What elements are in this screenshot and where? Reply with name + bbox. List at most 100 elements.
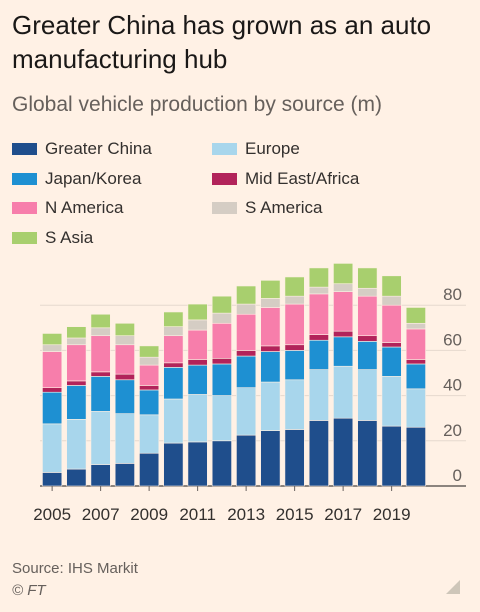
- bar-segment: [163, 311, 184, 327]
- bar-segment: [187, 329, 208, 360]
- bar-segment: [236, 303, 257, 315]
- bar-segment: [163, 442, 184, 487]
- y-tick-label: 60: [443, 330, 462, 349]
- bar-segment: [66, 344, 87, 382]
- bar-segment: [42, 333, 63, 346]
- stacked-bar-chart: 0 20 40 60 80 2005 2007 2009 2011 2013 2015 2017 201…: [33, 263, 466, 524]
- bar-segment: [333, 283, 354, 292]
- bar-segment: [381, 342, 402, 348]
- bar-segment: [90, 411, 111, 465]
- bar-segment: [405, 426, 426, 487]
- ft-credit: © FT: [12, 582, 46, 599]
- bar-segment: [66, 380, 87, 386]
- bar-segment: [260, 351, 281, 383]
- bar-segment: [381, 295, 402, 306]
- bar-segment: [284, 303, 305, 346]
- bar-segment: [260, 280, 281, 299]
- legend-item: N America: [12, 197, 123, 219]
- bar-segment: [114, 344, 135, 375]
- bar-segment: [357, 267, 378, 289]
- bar-segment: [66, 468, 87, 487]
- bar-segment: [357, 369, 378, 421]
- y-tick-label: 80: [443, 285, 462, 304]
- bar-segment: [211, 395, 232, 442]
- legend-item: Europe: [212, 138, 300, 160]
- bar-segment: [357, 335, 378, 342]
- legend-swatch: [12, 231, 37, 244]
- bar-segment: [163, 326, 184, 337]
- legend-item: Japan/Korea: [12, 168, 141, 190]
- bar-segment: [163, 362, 184, 368]
- bar-segment: [284, 429, 305, 487]
- x-tick-label: 2017: [324, 505, 362, 524]
- y-tick-label: 0: [453, 466, 462, 485]
- legend-swatch: [12, 172, 37, 185]
- x-tick-label: 2007: [82, 505, 120, 524]
- bar-segment: [381, 275, 402, 297]
- bar-segment: [42, 387, 63, 393]
- bar-segment: [260, 381, 281, 431]
- x-tick-label: 2009: [130, 505, 168, 524]
- bar-segment: [333, 417, 354, 487]
- bar-segment: [405, 388, 426, 428]
- legend-label: Mid East/Africa: [245, 168, 360, 188]
- bar-segment: [308, 420, 329, 487]
- bar-segment: [90, 376, 111, 412]
- legend-label: Greater China: [45, 139, 152, 158]
- x-tick-label: 2005: [33, 505, 71, 524]
- y-tick-label: 20: [443, 421, 462, 440]
- bar-segment: [42, 423, 63, 473]
- source-note: Source: IHS Markit: [12, 560, 138, 577]
- bar-segment: [211, 295, 232, 314]
- bar-segment: [139, 356, 160, 366]
- bar-segment: [187, 319, 208, 331]
- bar-segment: [211, 363, 232, 396]
- y-tick-label: 40: [443, 376, 462, 395]
- bar-segment: [139, 364, 160, 386]
- legend-label: Europe: [245, 139, 300, 158]
- bar-segment: [308, 286, 329, 295]
- bar-segment: [139, 414, 160, 454]
- bar-segment: [381, 425, 402, 487]
- x-tick-label: 2015: [276, 505, 314, 524]
- bar-segment: [42, 472, 63, 487]
- bar-segment: [139, 389, 160, 416]
- bar-segment: [211, 358, 232, 365]
- bar-segment: [187, 394, 208, 443]
- corner-fold-icon: [446, 580, 460, 594]
- bar-segment: [236, 285, 257, 305]
- bar-segment: [211, 322, 232, 359]
- bar-segment: [357, 287, 378, 297]
- bar-segment: [114, 335, 135, 346]
- bar-segment: [260, 345, 281, 352]
- bar-segment: [236, 434, 257, 487]
- bar-segment: [163, 335, 184, 364]
- bar-segment: [357, 341, 378, 370]
- bar-segment: [42, 351, 63, 388]
- bar-segment: [333, 365, 354, 419]
- bar-segment: [236, 355, 257, 388]
- bar-segment: [90, 313, 111, 329]
- bar-segment: [405, 359, 426, 365]
- bar-segment: [236, 313, 257, 351]
- legend-label: N America: [45, 198, 124, 217]
- bar-segment: [381, 376, 402, 427]
- bar-segment: [405, 363, 426, 390]
- legend-swatch: [212, 143, 237, 155]
- bar-segment: [66, 419, 87, 470]
- bar-segment: [211, 312, 232, 324]
- bar-segment: [308, 369, 329, 421]
- bar-segment: [284, 344, 305, 351]
- bar-segment: [333, 336, 354, 367]
- x-tick-label: 2019: [373, 505, 411, 524]
- bar-segment: [66, 385, 87, 420]
- legend-swatch: [212, 202, 237, 214]
- x-tick-label: 2013: [227, 505, 265, 524]
- bar-segment: [405, 328, 426, 360]
- legend-label: Japan/Korea: [45, 168, 142, 188]
- bar-segment: [260, 298, 281, 308]
- bar-segment: [308, 339, 329, 370]
- bar-segment: [236, 350, 257, 357]
- legend-swatch: [212, 172, 237, 185]
- bar-segment: [114, 413, 135, 464]
